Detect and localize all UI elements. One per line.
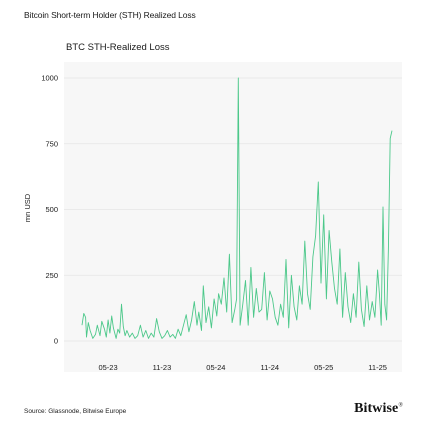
- y-axis-ticks: 0 250 500 750 1000: [41, 74, 58, 346]
- x-tick-label: 11-24: [260, 363, 279, 372]
- y-axis-label: mn USD: [23, 193, 32, 222]
- brand-registered-mark: ®: [398, 402, 403, 409]
- x-tick-label: 05-24: [206, 363, 225, 372]
- plot-background: [64, 62, 402, 372]
- y-tick-label: 750: [45, 139, 58, 148]
- source-note: Source: Glassnode, Bitwise Europe: [24, 408, 127, 415]
- x-tick-label: 11-25: [368, 363, 387, 372]
- chart-title: BTC STH-Realized Loss: [66, 42, 170, 53]
- x-tick-label: 05-25: [314, 363, 333, 372]
- x-tick-label: 11-23: [153, 363, 172, 372]
- x-axis-ticks: 05-23 11-23 05-24 11-24 05-25 11-25: [98, 363, 386, 372]
- y-tick-label: 0: [54, 337, 58, 346]
- page-header-title: Bitcoin Short-term Holder (STH) Realized…: [24, 10, 196, 20]
- series-line: [81, 77, 393, 339]
- y-tick-label: 1000: [41, 74, 58, 83]
- brand-logo: Bitwise®: [354, 401, 403, 417]
- x-tick-label: 05-23: [98, 363, 117, 372]
- y-tick-label: 500: [45, 205, 58, 214]
- brand-name: Bitwise: [354, 401, 399, 416]
- y-tick-label: 250: [45, 271, 58, 280]
